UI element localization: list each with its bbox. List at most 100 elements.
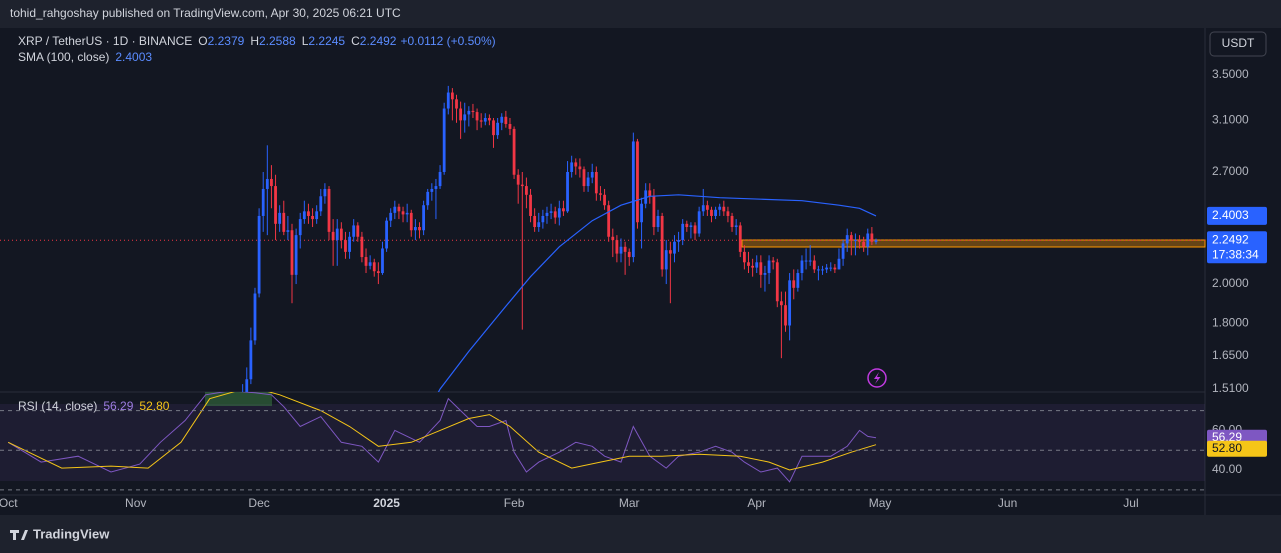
candle-body xyxy=(858,240,861,242)
rsi-pane xyxy=(7,392,877,483)
candle-body xyxy=(747,262,750,266)
candle-body xyxy=(418,227,421,231)
candle-body xyxy=(660,215,664,270)
candle-body xyxy=(372,262,376,272)
sma-badge-label: 2.4003 xyxy=(1212,208,1249,222)
candle-body xyxy=(253,293,257,341)
candle-body xyxy=(455,99,458,109)
candle-body xyxy=(368,262,372,266)
y-tick-label: 2.0000 xyxy=(1212,276,1249,290)
candle-body xyxy=(479,120,483,122)
candle-body xyxy=(578,166,582,170)
candle-body xyxy=(508,124,512,129)
candle-body xyxy=(405,212,409,215)
sma-line xyxy=(437,194,877,392)
candle-body xyxy=(488,117,491,121)
candle-body xyxy=(274,186,277,224)
candle-body xyxy=(286,230,290,232)
alert-ring[interactable] xyxy=(867,368,887,388)
currency-label[interactable]: USDT xyxy=(1222,36,1255,50)
candle-body xyxy=(599,193,602,195)
currency-button[interactable] xyxy=(1209,31,1267,57)
candle-body xyxy=(459,108,463,121)
candle-body xyxy=(352,225,356,237)
candle-body xyxy=(562,208,565,212)
candle-body xyxy=(549,211,553,213)
sma-name: SMA (100, close) xyxy=(18,50,109,64)
candle-body xyxy=(434,186,438,189)
candle-body xyxy=(594,171,598,194)
brand-mark[interactable] xyxy=(10,530,28,540)
candle-body xyxy=(529,194,532,216)
ohlc-label: L xyxy=(302,34,309,48)
rsi-ma-value: 52.80 xyxy=(139,399,169,413)
candle-body xyxy=(397,206,401,212)
candle-body xyxy=(381,248,384,274)
sma-value: 2.4003 xyxy=(115,50,152,64)
candle-body xyxy=(664,250,668,270)
alert-icon[interactable] xyxy=(867,368,887,388)
candle-body xyxy=(525,186,528,195)
ohlc-value: 2.2379 xyxy=(208,34,245,48)
candle-body xyxy=(722,206,726,212)
candle-body xyxy=(298,219,302,236)
candle-body xyxy=(265,178,269,189)
candle-body xyxy=(401,211,405,215)
candle-body xyxy=(673,241,676,254)
candle-body xyxy=(800,260,804,274)
x-tick-label: Mar xyxy=(619,496,640,510)
legend-row: RSI (14, close) 56.29 52.80 xyxy=(18,399,170,413)
candle-body xyxy=(270,178,273,187)
candle-body xyxy=(796,273,800,288)
candle-body xyxy=(545,212,549,216)
symbol: XRP / TetherUS · 1D · BINANCE xyxy=(18,34,192,48)
brand-logo[interactable] xyxy=(10,530,28,540)
candle-body xyxy=(348,236,351,252)
candle-body xyxy=(553,211,557,218)
candle-body xyxy=(738,225,742,252)
candle-body xyxy=(689,225,693,228)
change: +0.0112 (+0.50%) xyxy=(400,34,495,48)
candle-body xyxy=(763,273,767,275)
candle-body xyxy=(726,211,730,216)
candle-body xyxy=(837,258,841,270)
candle-body xyxy=(833,267,837,270)
x-tick-label: May xyxy=(869,496,892,510)
candle-body xyxy=(537,222,541,228)
candle-body xyxy=(685,223,689,228)
candle-body xyxy=(812,260,816,270)
candle-body xyxy=(442,108,446,172)
rsi-badge-label: 56.29 xyxy=(1212,430,1242,444)
candle-body xyxy=(730,215,734,228)
candle-body xyxy=(323,188,327,197)
price-pane xyxy=(0,85,1205,392)
candle-body xyxy=(817,269,820,271)
candle-body xyxy=(520,184,524,187)
candle-body xyxy=(327,188,331,232)
y-tick-label: 1.5100 xyxy=(1212,381,1249,395)
candle-body xyxy=(475,112,479,121)
candle-body xyxy=(714,209,717,216)
alert-bolt[interactable] xyxy=(874,372,881,384)
y-tick-label: 1.6500 xyxy=(1212,348,1249,362)
y-tick-label: 1.8000 xyxy=(1212,316,1249,330)
candle-body xyxy=(808,260,812,262)
candle-body xyxy=(257,215,261,294)
candle-body xyxy=(467,110,471,115)
candle-body xyxy=(574,162,578,167)
candle-body xyxy=(784,305,787,326)
candle-body xyxy=(742,251,746,263)
candle-body xyxy=(311,215,314,220)
rsi-ma-line xyxy=(7,392,877,471)
x-tick-label: Feb xyxy=(504,496,525,510)
candle-body xyxy=(829,267,833,269)
x-tick-label: Oct xyxy=(0,496,18,510)
candle-body xyxy=(771,260,775,263)
candle-body xyxy=(788,280,792,326)
candle-body xyxy=(504,116,508,125)
candle-body xyxy=(870,233,874,242)
brand-name[interactable]: TradingView xyxy=(33,526,110,541)
candle-body xyxy=(615,240,619,254)
candle-body xyxy=(866,233,870,247)
